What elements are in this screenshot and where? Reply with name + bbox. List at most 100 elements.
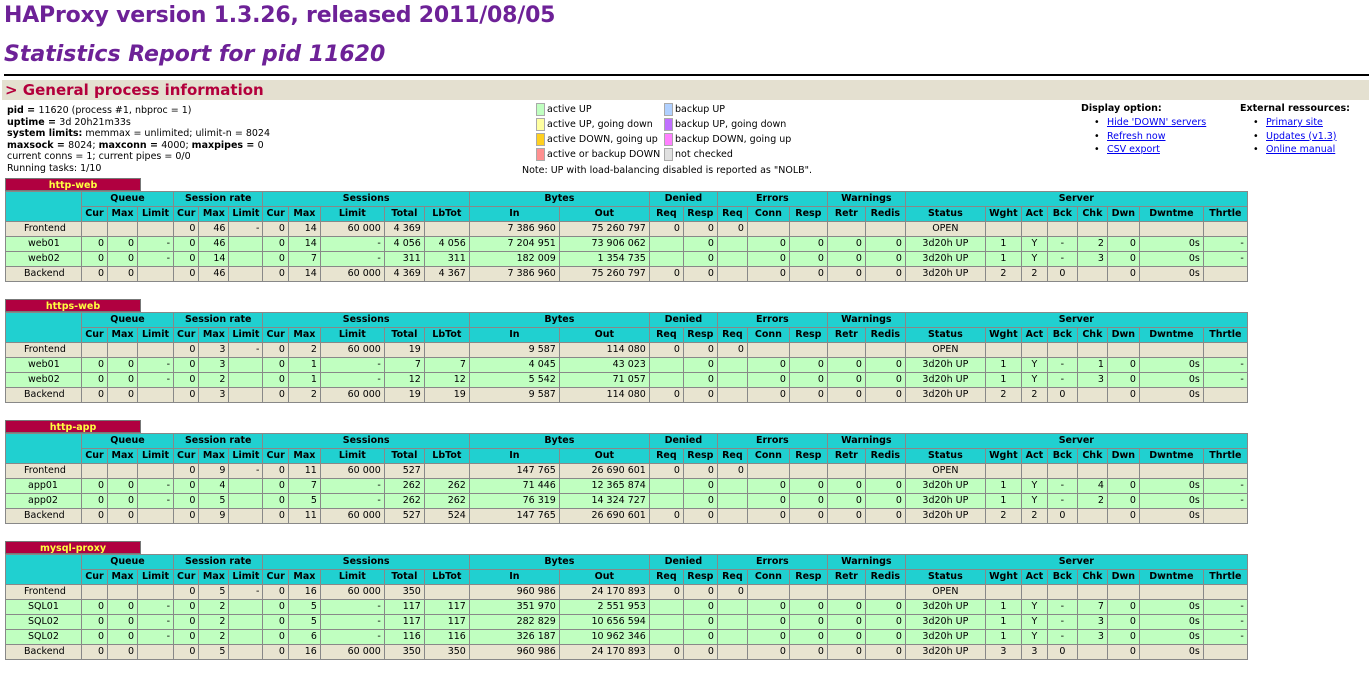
table-cell: 0: [682, 629, 718, 645]
column-header: Redis: [864, 327, 906, 343]
server-row: web01 0 0-0 46 0 14-4 056 4 056 7 204 951 73 906…: [5, 236, 1248, 252]
table-cell: [1138, 463, 1204, 479]
table-cell: 0: [864, 629, 906, 645]
table-cell: 0: [172, 478, 200, 494]
hide-down-servers-link[interactable]: Hide 'DOWN' servers: [1107, 117, 1207, 128]
proxy-name-tab[interactable]: http-app: [5, 420, 141, 433]
proxy-name-tab[interactable]: mysql-proxy: [5, 541, 141, 554]
table-cell: [1106, 221, 1140, 237]
column-header: Resp: [682, 327, 718, 343]
table-cell: 0s: [1138, 251, 1204, 267]
table-cell: -: [1046, 236, 1078, 252]
table-cell: -: [319, 629, 385, 645]
table-cell: 0: [172, 251, 200, 267]
updates-link[interactable]: Updates (v1.3): [1266, 130, 1337, 142]
column-header: Out: [558, 327, 650, 343]
table-cell: 0: [262, 614, 289, 630]
table-cell: 0: [81, 266, 108, 282]
table-cell: 0: [81, 508, 108, 524]
table-cell: [1202, 508, 1248, 524]
column-header: Limit: [319, 569, 385, 585]
refresh-now-link[interactable]: Refresh now: [1107, 130, 1166, 142]
csv-export-link[interactable]: CSV export: [1107, 144, 1160, 155]
table-cell: 0: [826, 478, 866, 494]
table-cell: 3d20h UP: [904, 357, 986, 373]
table-cell: [1202, 221, 1248, 237]
table-cell: 0: [172, 372, 200, 388]
table-cell: OPEN: [904, 221, 986, 237]
column-header: Chk: [1076, 327, 1108, 343]
table-cell: 0: [1046, 387, 1078, 403]
table-cell: 0: [107, 387, 138, 403]
table-cell: 3: [198, 342, 230, 358]
group-header: Queue: [81, 433, 174, 449]
table-cell: [1202, 463, 1248, 479]
table-cell: 0: [826, 387, 866, 403]
table-cell: 524: [423, 508, 470, 524]
table-cell: -: [137, 357, 174, 373]
table-cell: 14: [287, 221, 321, 237]
proxy-name-tab[interactable]: http-web: [5, 178, 141, 191]
table-cell: 7: [383, 357, 425, 373]
table-cell: [107, 342, 138, 358]
table-cell: [1076, 508, 1108, 524]
table-cell: -: [228, 342, 264, 358]
server-row: SQL02 0 0-0 2 0 5-117 117 282 829 10 656 594 0 0 0 0…: [5, 614, 1248, 630]
table-cell: 0: [826, 508, 866, 524]
external-resources: External ressources: Primary site Update…: [1240, 103, 1350, 157]
table-cell: 0: [262, 463, 289, 479]
column-header: Req: [648, 206, 684, 222]
column-header: Thrtle: [1202, 327, 1248, 343]
primary-site-link[interactable]: Primary site: [1266, 117, 1323, 128]
page-title: HAProxy version 1.3.26, released 2011/08…: [4, 3, 556, 28]
column-header: Bck: [1046, 569, 1078, 585]
table-cell: 0s: [1138, 387, 1204, 403]
column-header: Status: [904, 569, 986, 585]
table-cell: [228, 629, 264, 645]
proxy-name-tab[interactable]: https-web: [5, 299, 141, 312]
table-cell: 311: [383, 251, 425, 267]
table-cell: 11: [287, 463, 321, 479]
table-cell: 0: [682, 342, 718, 358]
column-header: Limit: [228, 448, 264, 464]
group-header: Errors: [716, 433, 828, 449]
online-manual-link[interactable]: Online manual: [1266, 144, 1336, 155]
table-cell: 0: [864, 266, 906, 282]
table-cell: 0: [1106, 372, 1140, 388]
table-cell: 0: [864, 251, 906, 267]
column-header: Retr: [826, 327, 866, 343]
table-cell: app02: [5, 493, 82, 509]
table-cell: -: [228, 463, 264, 479]
table-cell: Y: [1020, 251, 1048, 267]
legend-swatch: [664, 148, 673, 161]
table-cell: [1076, 342, 1108, 358]
group-header: Session rate: [172, 433, 264, 449]
table-cell: 0s: [1138, 357, 1204, 373]
table-cell: [1202, 342, 1248, 358]
table-cell: 0: [81, 478, 108, 494]
table-cell: 2: [984, 266, 1022, 282]
table-cell: [716, 493, 748, 509]
table-cell: [137, 463, 174, 479]
column-header: Conn: [746, 206, 790, 222]
column-header: Req: [648, 327, 684, 343]
table-cell: web01: [5, 236, 82, 252]
table-cell: Y: [1020, 357, 1048, 373]
table-cell: 350: [423, 644, 470, 660]
table-cell: 2: [984, 387, 1022, 403]
table-cell: 7: [287, 251, 321, 267]
column-header: Wght: [984, 448, 1022, 464]
table-cell: -: [1046, 357, 1078, 373]
table-cell: [716, 508, 748, 524]
group-header: Queue: [81, 191, 174, 207]
table-cell: Y: [1020, 599, 1048, 615]
column-header: Retr: [826, 569, 866, 585]
table-cell: [107, 584, 138, 600]
table-cell: 0: [107, 644, 138, 660]
table-cell: web02: [5, 372, 82, 388]
table-cell: 2: [198, 629, 230, 645]
table-cell: 0: [172, 584, 200, 600]
table-cell: 0: [682, 251, 718, 267]
column-header: LbTot: [423, 448, 470, 464]
column-header: Resp: [788, 206, 828, 222]
